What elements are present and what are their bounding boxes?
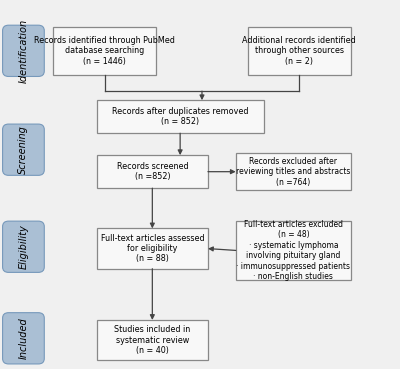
Text: Records screened
(n =852): Records screened (n =852) bbox=[116, 162, 188, 182]
Text: Studies included in
systematic review
(n = 40): Studies included in systematic review (n… bbox=[114, 325, 190, 355]
FancyBboxPatch shape bbox=[97, 100, 264, 133]
Text: Screening: Screening bbox=[18, 125, 28, 174]
FancyBboxPatch shape bbox=[236, 154, 351, 190]
FancyBboxPatch shape bbox=[2, 124, 44, 175]
Text: Identification: Identification bbox=[18, 19, 28, 83]
Text: Records identified through PubMed
database searching
(n = 1446): Records identified through PubMed databa… bbox=[34, 36, 175, 66]
Text: Full-text articles assessed
for eligibility
(n = 88): Full-text articles assessed for eligibil… bbox=[100, 234, 204, 263]
Text: Records excluded after
reviewing titles and abstracts
(n =764): Records excluded after reviewing titles … bbox=[236, 157, 350, 187]
FancyBboxPatch shape bbox=[236, 221, 351, 280]
FancyBboxPatch shape bbox=[97, 155, 208, 188]
Text: Eligibility: Eligibility bbox=[18, 224, 28, 269]
FancyBboxPatch shape bbox=[97, 228, 208, 269]
Text: Records after duplicates removed
(n = 852): Records after duplicates removed (n = 85… bbox=[112, 107, 248, 127]
FancyBboxPatch shape bbox=[2, 221, 44, 272]
FancyBboxPatch shape bbox=[97, 320, 208, 360]
Text: Additional records identified
through other sources
(n = 2): Additional records identified through ot… bbox=[242, 36, 356, 66]
Text: Included: Included bbox=[18, 317, 28, 359]
FancyBboxPatch shape bbox=[248, 27, 351, 75]
Text: Full-text articles excluded
(n = 48)
· systematic lymphoma
involving pituitary g: Full-text articles excluded (n = 48) · s… bbox=[236, 220, 350, 281]
FancyBboxPatch shape bbox=[2, 25, 44, 76]
FancyBboxPatch shape bbox=[2, 313, 44, 364]
FancyBboxPatch shape bbox=[53, 27, 156, 75]
